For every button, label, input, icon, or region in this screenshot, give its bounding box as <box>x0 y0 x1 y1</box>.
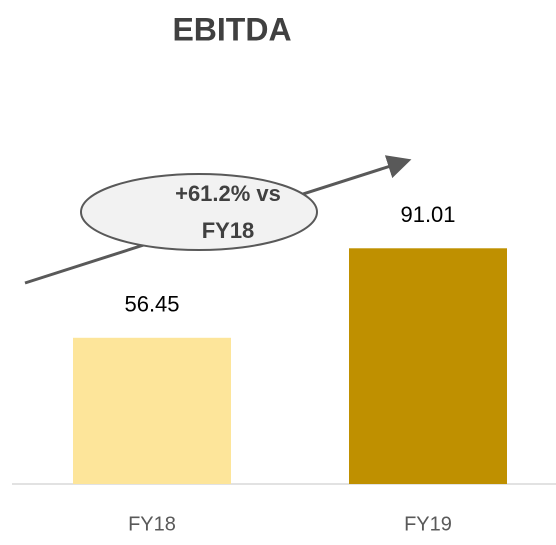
data-label: 56.45 <box>124 292 179 317</box>
x-tick-label: FY19 <box>404 513 452 535</box>
x-tick-label: FY18 <box>128 513 176 535</box>
annotation-text: +61.2% vs <box>175 181 281 206</box>
annotation-text: FY18 <box>202 218 255 243</box>
chart-title: EBITDA <box>172 11 291 47</box>
bar <box>73 337 231 484</box>
annotation-bubble <box>80 173 318 251</box>
data-label: 91.01 <box>400 202 455 227</box>
bar <box>349 248 507 484</box>
